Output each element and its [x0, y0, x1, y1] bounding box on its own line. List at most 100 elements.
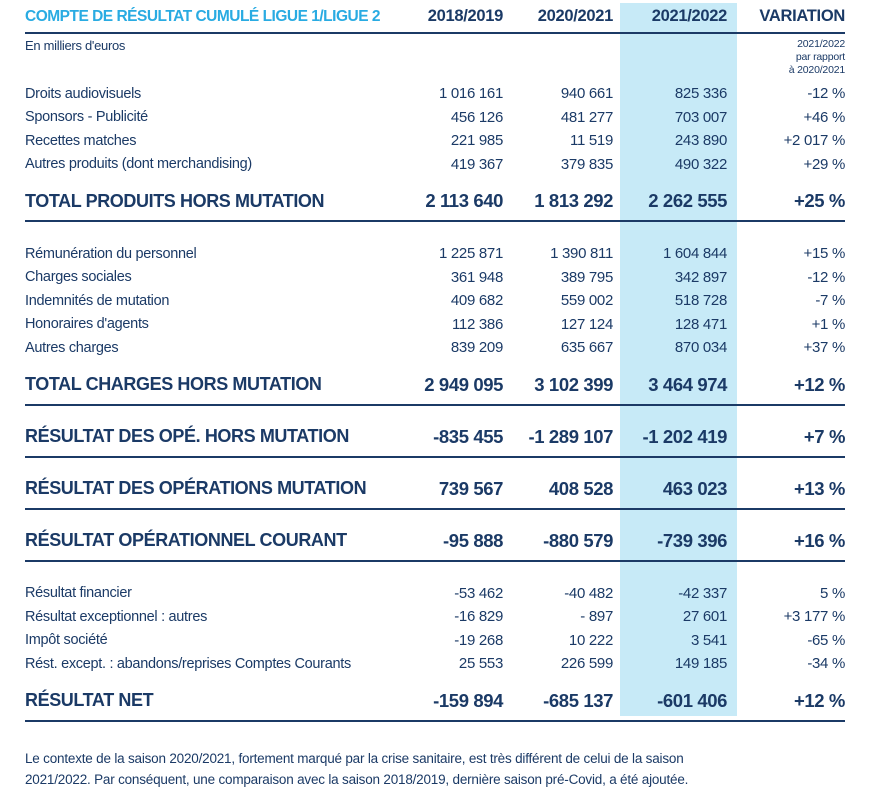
- value-2020-2021: 408 528: [548, 477, 613, 499]
- table-row: Sponsors - Publicité 456 126 481 277 703…: [25, 106, 845, 130]
- row-label: Rémunération du personnel: [25, 245, 197, 262]
- value-2020-2021: -40 482: [564, 584, 613, 602]
- value-variation: +7 %: [803, 425, 845, 447]
- row-label: Recettes matches: [25, 132, 137, 149]
- table-title: COMPTE DE RÉSULTAT CUMULÉ LIGUE 1/LIGUE …: [25, 8, 380, 25]
- value-2020-2021: -880 579: [543, 529, 613, 551]
- value-variation: +3 177 %: [783, 608, 846, 626]
- table-row: Charges sociales 361 948 389 795 342 897…: [25, 266, 845, 290]
- row-label: Droits audiovisuels: [25, 85, 141, 102]
- value-2021-2022: 3 541: [690, 631, 727, 649]
- value-2020-2021: - 897: [580, 608, 613, 626]
- value-2020-2021: 10 222: [568, 631, 613, 649]
- value-2020-2021: 1 390 811: [550, 245, 613, 263]
- value-2021-2022: 2 262 555: [648, 190, 727, 211]
- value-2020-2021: 127 124: [560, 315, 613, 333]
- value-variation: +15 %: [803, 245, 846, 263]
- row-label: Rést. except. : abandons/reprises Compte…: [25, 655, 351, 672]
- row-label: RÉSULTAT DES OPÉRATIONS MUTATION: [25, 478, 367, 498]
- variation-note-line-2: par rapport: [795, 51, 845, 63]
- value-variation: -12 %: [807, 268, 845, 286]
- column-header-2021-2022: 2021/2022: [651, 7, 728, 25]
- value-2018-2019: 25 553: [458, 655, 503, 673]
- row-label: RÉSULTAT OPÉRATIONNEL COURANT: [25, 530, 347, 550]
- table-row: Impôt société -19 268 10 222 3 541 -65 %: [25, 629, 845, 653]
- value-variation: +1 %: [811, 315, 846, 333]
- value-variation: +16 %: [794, 529, 845, 551]
- value-variation: +12 %: [794, 689, 845, 711]
- value-2021-2022: 825 336: [674, 85, 727, 103]
- table-total-row: RÉSULTAT OPÉRATIONNEL COURANT -95 888 -8…: [25, 530, 845, 562]
- value-2021-2022: 149 185: [674, 655, 727, 673]
- row-label: Sponsors - Publicité: [25, 109, 148, 126]
- value-variation: -65 %: [807, 631, 845, 649]
- value-2018-2019: -19 268: [454, 631, 503, 649]
- value-variation: 5 %: [820, 584, 845, 602]
- table-row: Droits audiovisuels 1 016 161 940 661 82…: [25, 82, 845, 106]
- table-total-row: RÉSULTAT DES OPÉ. HORS MUTATION -835 455…: [25, 426, 845, 458]
- table-total-row: RÉSULTAT DES OPÉRATIONS MUTATION 739 567…: [25, 478, 845, 510]
- row-label: Autres charges: [25, 339, 119, 356]
- value-2018-2019: 1 016 161: [438, 85, 503, 103]
- value-2021-2022: 870 034: [674, 339, 727, 357]
- unit-note: En milliers d'euros: [25, 38, 126, 53]
- value-2020-2021: 226 599: [560, 655, 613, 673]
- value-2021-2022: 463 023: [662, 477, 727, 499]
- value-2021-2022: 342 897: [674, 268, 727, 286]
- value-variation: -12 %: [807, 85, 845, 103]
- row-label: Indemnités de mutation: [25, 292, 170, 309]
- value-variation: +13 %: [794, 477, 845, 499]
- variation-note-line-3: à 2020/2021: [788, 64, 845, 76]
- value-2018-2019: 2 949 095: [424, 373, 503, 395]
- value-2020-2021: 389 795: [560, 268, 613, 286]
- value-2018-2019: 2 113 640: [425, 190, 503, 211]
- value-2021-2022: 703 007: [674, 108, 727, 126]
- variation-period-note: 2021/2022 par rapport à 2020/2021: [727, 38, 845, 77]
- highlight-column-band: [620, 3, 737, 716]
- value-2020-2021: 1 813 292: [534, 190, 613, 211]
- value-2020-2021: 379 835: [560, 155, 613, 173]
- value-2020-2021: 481 277: [560, 108, 613, 126]
- table-row: Rést. except. : abandons/reprises Compte…: [25, 652, 845, 676]
- value-2018-2019: -95 888: [443, 529, 503, 551]
- value-2021-2022: 1 604 844: [662, 245, 727, 263]
- value-2020-2021: -685 137: [543, 689, 613, 711]
- value-variation: +25 %: [794, 190, 845, 211]
- value-2018-2019: 409 682: [450, 292, 503, 310]
- value-2021-2022: 3 464 974: [648, 373, 727, 395]
- row-label: Résultat exceptionnel : autres: [25, 608, 208, 625]
- value-2018-2019: 361 948: [450, 268, 503, 286]
- row-label: TOTAL PRODUITS HORS MUTATION: [25, 190, 325, 211]
- value-2021-2022: 518 728: [674, 292, 727, 310]
- value-2021-2022: 243 890: [674, 132, 727, 150]
- value-variation: +46 %: [803, 108, 846, 126]
- value-2021-2022: -739 396: [657, 529, 727, 551]
- table-row: Résultat exceptionnel : autres -16 829 -…: [25, 605, 845, 629]
- row-label: Charges sociales: [25, 269, 132, 286]
- variation-note-line-1: 2021/2022: [797, 38, 845, 50]
- context-footnote: Le contexte de la saison 2020/2021, fort…: [25, 750, 689, 788]
- value-2021-2022: 27 601: [682, 608, 727, 626]
- value-variation: -34 %: [807, 655, 845, 673]
- table-row: Rémunération du personnel 1 225 871 1 39…: [25, 242, 845, 266]
- table-header-row: COMPTE DE RÉSULTAT CUMULÉ LIGUE 1/LIGUE …: [25, 7, 845, 34]
- value-2020-2021: -1 289 107: [528, 425, 614, 447]
- table-row: Honoraires d'agents 112 386 127 124 128 …: [25, 313, 845, 337]
- table-meta-row: En milliers d'euros 2021/2022 par rappor…: [25, 38, 845, 82]
- value-variation: +29 %: [803, 155, 846, 173]
- value-2020-2021: 3 102 399: [534, 373, 613, 395]
- value-2018-2019: -835 455: [433, 425, 503, 447]
- row-label: Résultat financier: [25, 585, 132, 602]
- value-2020-2021: 940 661: [560, 85, 613, 103]
- row-label: RÉSULTAT DES OPÉ. HORS MUTATION: [25, 426, 349, 446]
- value-2021-2022: 128 471: [674, 315, 727, 333]
- value-2020-2021: 11 519: [570, 132, 613, 150]
- value-2018-2019: 839 209: [450, 339, 503, 357]
- table-total-row: RÉSULTAT NET -159 894 -685 137 -601 406 …: [25, 690, 845, 722]
- value-2021-2022: -1 202 419: [642, 425, 728, 447]
- table-total-row: TOTAL PRODUITS HORS MUTATION 2 113 640 1…: [25, 190, 845, 222]
- table-row: Autres produits (dont merchandising) 419…: [25, 153, 845, 177]
- value-variation: +2 017 %: [783, 132, 846, 150]
